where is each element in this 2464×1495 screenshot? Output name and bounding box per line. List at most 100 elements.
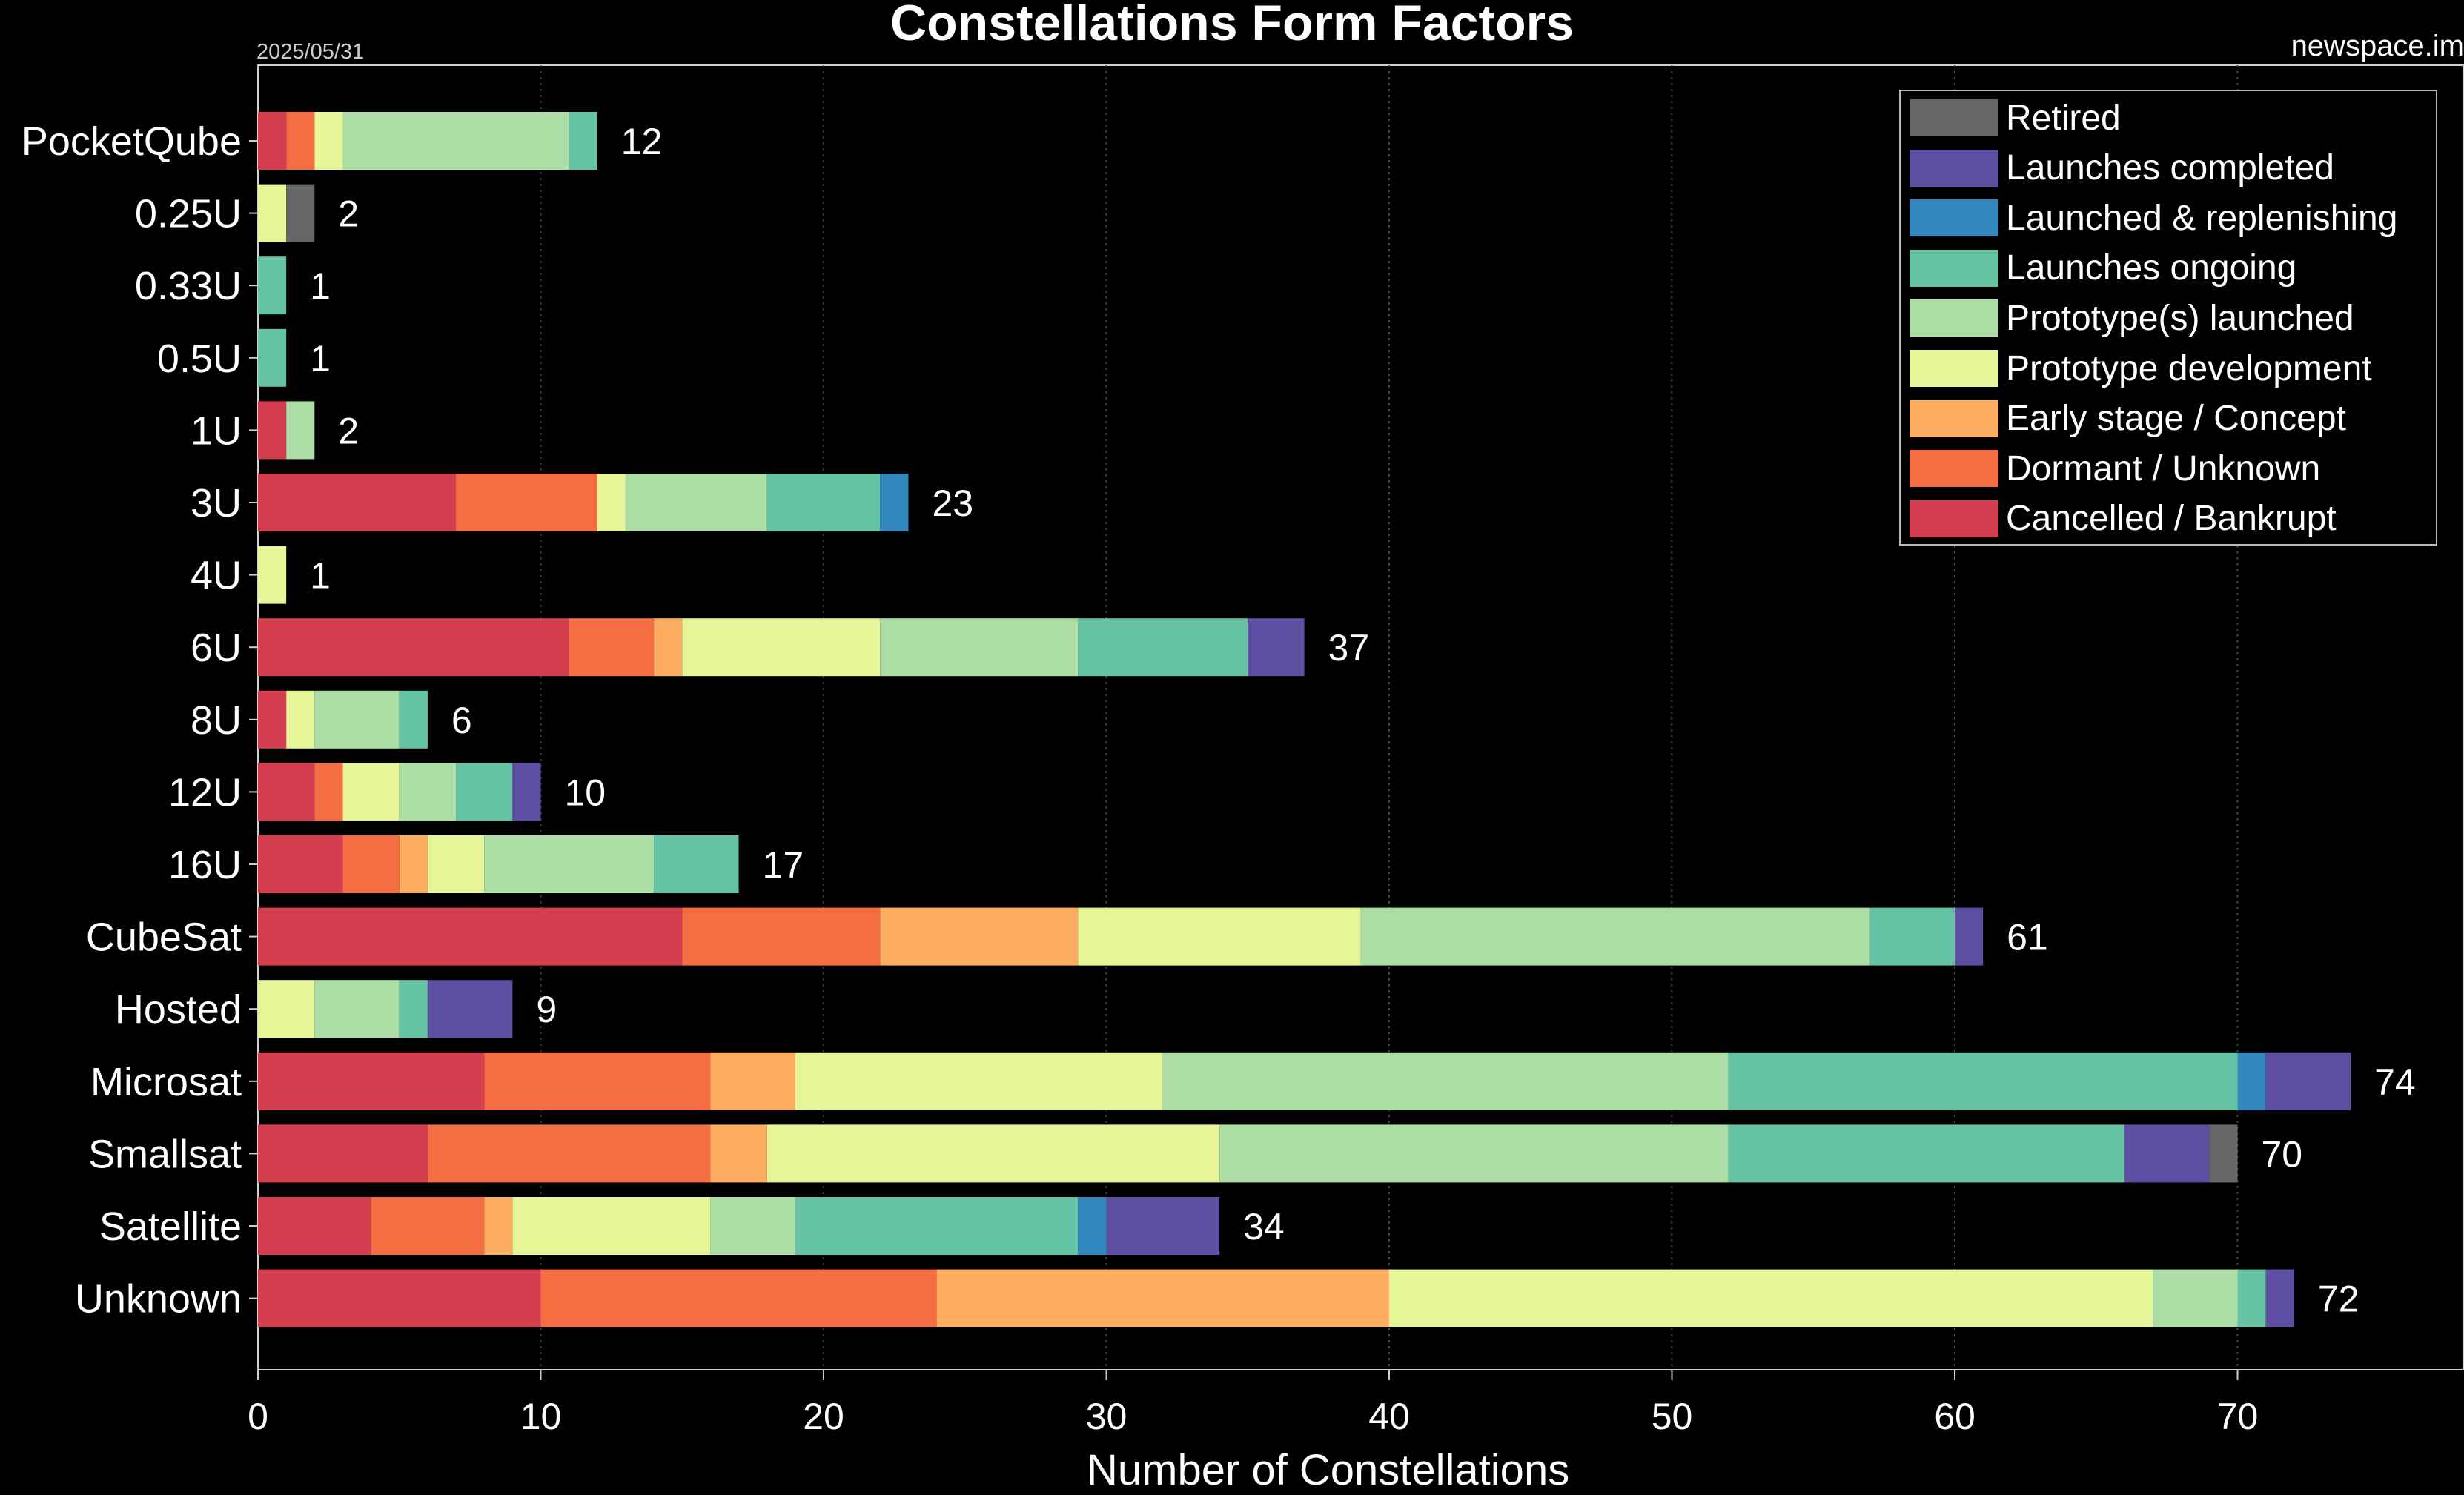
y-tick-label: Hosted — [115, 987, 242, 1032]
bar-segment — [795, 1052, 1163, 1110]
bar-segment — [258, 618, 569, 677]
x-tick-label: 20 — [803, 1396, 844, 1437]
y-tick-label: 6U — [191, 626, 242, 670]
bar-segment — [2124, 1124, 2210, 1183]
bar-segment — [1360, 907, 1870, 966]
x-ticks: 0 10 20 30 40 50 60 70 — [248, 1370, 2258, 1437]
bar-segment — [258, 1269, 541, 1327]
bar-segment — [314, 690, 400, 749]
legend-item: Retired — [1910, 96, 2121, 140]
y-tick-labels: PocketQube 0.25U 0.33U 0.5U 1U 3U 4U 6U 8U 12U 16U… — [21, 119, 258, 1322]
legend-label: Retired — [2006, 98, 2121, 138]
bar-total-label: 1 — [310, 555, 331, 597]
bar-segment — [286, 184, 315, 242]
bar-segment — [258, 474, 457, 531]
legend-label: Cancelled / Bankrupt — [2006, 499, 2337, 539]
bar-segment — [1078, 907, 1361, 966]
bar-total-label: 23 — [932, 483, 973, 524]
bar-segment — [399, 835, 428, 893]
legend-item: Prototype development — [1910, 346, 2372, 391]
bar-segment — [342, 112, 569, 170]
y-tick-label: PocketQube — [21, 119, 242, 164]
y-tick-label: Microsat — [90, 1060, 242, 1104]
bar-segment — [427, 1124, 711, 1183]
legend-label: Prototype development — [2006, 348, 2372, 388]
bar-segment — [258, 401, 287, 460]
bar-segment — [682, 618, 881, 677]
bar-segment — [766, 474, 881, 531]
bar-segment — [936, 1269, 1389, 1327]
y-tick-label: 3U — [191, 481, 242, 526]
bar-segment — [484, 1052, 711, 1110]
bar-segment — [795, 1197, 1079, 1255]
bar-segment — [880, 474, 909, 531]
bar-segment — [258, 1124, 428, 1183]
x-tick-label: 0 — [248, 1396, 268, 1437]
bar-total-label: 70 — [2262, 1133, 2303, 1175]
x-tick-label: 60 — [1934, 1396, 1975, 1437]
chart-source: newspace.im — [2291, 30, 2464, 62]
bar-segment — [1955, 907, 1984, 966]
legend: Retired Launches completed Launched & repl… — [1899, 90, 2437, 546]
legend-swatch — [1910, 400, 1998, 437]
x-tick-label: 50 — [1652, 1396, 1693, 1437]
x-tick-label: 40 — [1368, 1396, 1410, 1437]
bar-segment — [427, 835, 485, 893]
bar-segment — [286, 112, 315, 170]
legend-item: Prototype(s) launched — [1910, 296, 2354, 340]
bar-segment — [710, 1052, 795, 1110]
bar-segment — [399, 690, 428, 749]
bars — [258, 112, 2351, 1327]
bar-total-label: 61 — [2007, 917, 2048, 958]
bar-segment — [2265, 1052, 2351, 1110]
bar-segment — [2237, 1052, 2266, 1110]
legend-swatch — [1910, 99, 1998, 136]
y-tick-label: Satellite — [99, 1204, 242, 1249]
bar-segment — [654, 835, 739, 893]
bar-segment — [342, 835, 400, 893]
bar-segment — [258, 1052, 485, 1110]
bar-segment — [258, 835, 343, 893]
y-tick-label: 4U — [191, 554, 242, 598]
bar-segment — [880, 618, 1079, 677]
legend-label: Early stage / Concept — [2006, 399, 2346, 439]
bar-segment — [484, 835, 655, 893]
legend-label: Dormant / Unknown — [2006, 448, 2321, 488]
bar-segment — [484, 1197, 513, 1255]
bar-total-label: 6 — [451, 700, 472, 741]
y-tick-label: 0.25U — [135, 192, 242, 236]
bar-segment — [286, 401, 315, 460]
bar-segment — [1219, 1124, 1729, 1183]
legend-label: Launches completed — [2006, 148, 2334, 188]
bar-segment — [456, 763, 513, 821]
bar-segment — [399, 763, 457, 821]
bar-segment — [682, 907, 881, 966]
bar-segment — [427, 980, 513, 1038]
legend-swatch — [1910, 350, 1998, 387]
bar-segment — [371, 1197, 485, 1255]
bar-segment — [654, 618, 683, 677]
bar-segment — [456, 474, 597, 531]
bar-segment — [1106, 1197, 1220, 1255]
legend-label: Launched & replenishing — [2006, 198, 2398, 238]
bar-segment — [258, 763, 315, 821]
bar-segment — [258, 546, 287, 604]
bar-total-label: 17 — [763, 844, 804, 886]
legend-item: Dormant / Unknown — [1910, 446, 2320, 491]
bar-segment — [710, 1197, 795, 1255]
legend-swatch — [1910, 500, 1998, 537]
bar-segment — [625, 474, 767, 531]
bar-total-label: 2 — [338, 193, 359, 235]
bar-segment — [1162, 1052, 1729, 1110]
bar-segment — [314, 112, 343, 170]
legend-item: Launched & replenishing — [1910, 196, 2397, 240]
y-tick-label: Smallsat — [88, 1132, 242, 1176]
y-tick-label: 16U — [168, 843, 242, 887]
bar-segment — [569, 112, 597, 170]
bar-total-label: 10 — [565, 772, 606, 813]
legend-swatch — [1910, 450, 1998, 488]
bar-segment — [569, 618, 655, 677]
legend-swatch — [1910, 299, 1998, 337]
legend-label: Launches ongoing — [2006, 248, 2297, 288]
